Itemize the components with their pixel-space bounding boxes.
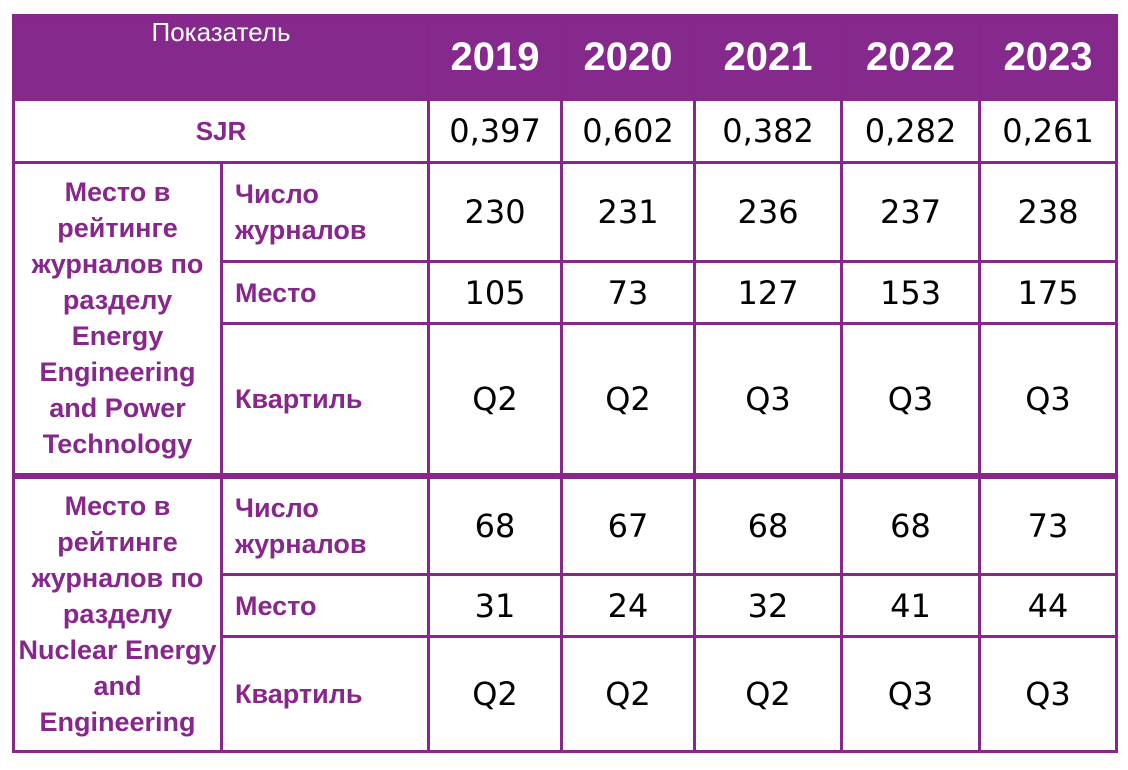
cell-value: 105: [427, 260, 564, 325]
cell-value: Q3: [840, 322, 982, 477]
year-header-2021: 2021: [693, 14, 844, 101]
cell-value: Q2: [427, 635, 564, 753]
cell-value: Q2: [560, 322, 697, 477]
cell-value: Q2: [427, 322, 564, 477]
cell-value: Q2: [693, 635, 844, 753]
sjr-value: 0,397: [427, 98, 564, 164]
cell-value: 153: [840, 260, 982, 325]
table-row: Место 31 24 32 41 44: [14, 573, 1119, 638]
year-header-2020: 2020: [560, 14, 697, 101]
year-header-2023: 2023: [978, 14, 1119, 101]
row-label: Место: [219, 573, 431, 638]
sjr-label: SJR: [11, 98, 431, 164]
group-title-nuclear: Место в рейтинге журналов по разделу Nuc…: [12, 472, 223, 753]
header-row: Показатель 2019 2020 2021 2022 2023: [11, 14, 1119, 101]
indicator-header: Показатель: [11, 14, 431, 101]
cell-value: 73: [560, 260, 697, 325]
row-label: Место: [219, 260, 431, 325]
cell-value: 41: [840, 573, 982, 638]
group-title-energy: Место в рейтинге журналов по разделу Ene…: [12, 161, 223, 477]
table-row: Квартиль Q2 Q2 Q3 Q3 Q3: [14, 322, 1119, 477]
cell-value: 32: [693, 573, 844, 638]
cell-value: Q3: [978, 635, 1119, 753]
year-header-2022: 2022: [840, 14, 982, 101]
cell-value: 68: [693, 472, 844, 576]
row-label: Квартиль: [219, 322, 431, 477]
cell-value: 68: [427, 472, 564, 576]
cell-value: Q3: [840, 635, 982, 753]
cell-value: 44: [978, 573, 1119, 638]
cell-value: 238: [978, 161, 1119, 263]
sjr-value: 0,382: [693, 98, 844, 164]
cell-value: Q2: [560, 635, 697, 753]
cell-value: 236: [693, 161, 844, 263]
table-row: Квартиль Q2 Q2 Q2 Q3 Q3: [14, 635, 1119, 753]
sjr-value: 0,602: [560, 98, 697, 164]
table-row: Место 105 73 127 153 175: [14, 260, 1119, 325]
cell-value: 67: [560, 472, 697, 576]
cell-value: 231: [560, 161, 697, 263]
cell-value: 31: [427, 573, 564, 638]
table-row: Место в рейтинге журналов по разделу Ene…: [12, 161, 1119, 477]
sjr-row: SJR 0,397 0,602 0,382 0,282 0,261: [11, 98, 1119, 164]
sjr-value: 0,261: [978, 98, 1119, 164]
cell-value: 230: [427, 161, 564, 263]
cell-value: 73: [978, 472, 1119, 576]
cell-value: 24: [560, 573, 697, 638]
cell-value: 68: [840, 472, 982, 576]
journal-rating-table: Показатель 2019 2020 2021 2022 2023 SJR …: [11, 14, 1119, 753]
cell-value: 175: [978, 260, 1119, 325]
row-label: Число журналов: [219, 161, 431, 263]
row-label: Квартиль: [219, 635, 431, 753]
row-label: Число журналов: [219, 472, 431, 576]
year-header-2019: 2019: [427, 14, 564, 101]
cell-value: Q3: [693, 322, 844, 477]
table-row: Место в рейтинге журналов по разделу Nuc…: [12, 472, 1119, 753]
cell-value: Q3: [978, 322, 1119, 477]
sjr-value: 0,282: [840, 98, 982, 164]
cell-value: 127: [693, 260, 844, 325]
cell-value: 237: [840, 161, 982, 263]
